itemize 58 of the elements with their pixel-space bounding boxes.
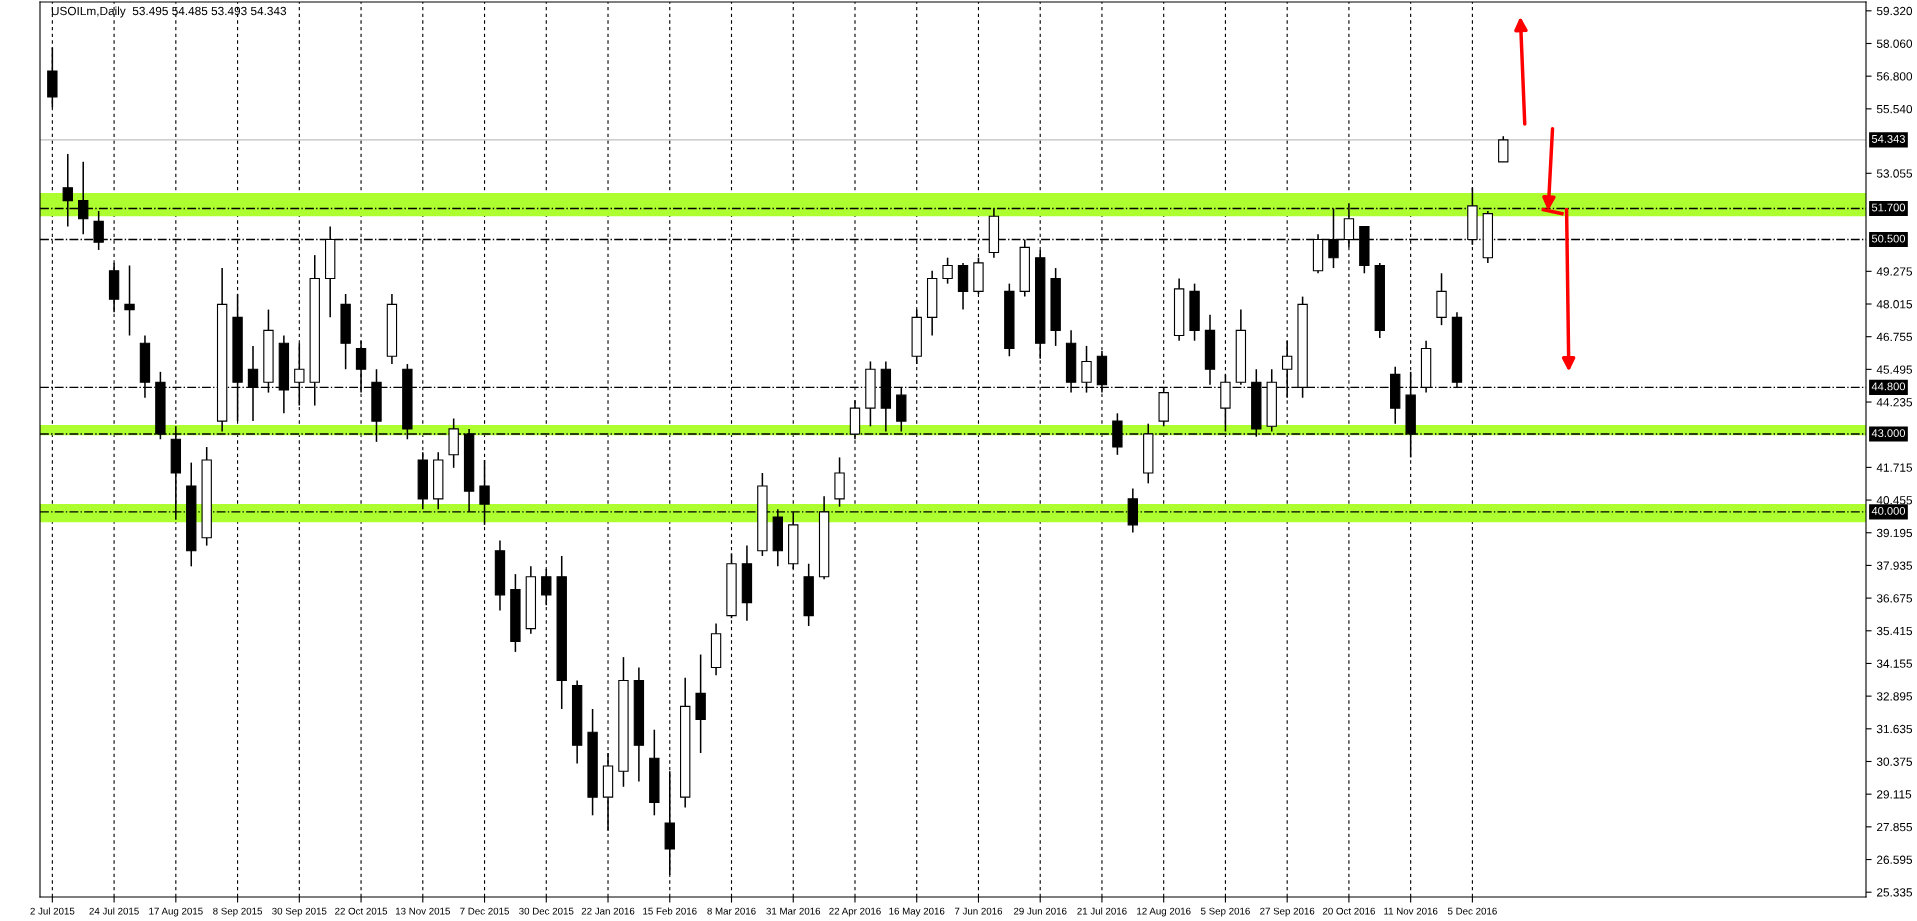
x-tick-label: 29 Jun 2016	[1013, 907, 1067, 915]
y-tick-label: 40.455	[1876, 496, 1913, 505]
x-tick-label: 30 Dec 2015	[519, 907, 574, 915]
x-tick-label: 24 Jul 2015	[89, 907, 139, 915]
x-tick-label: 30 Sep 2015	[272, 907, 327, 917]
ref-line-label: 44.800	[1871, 382, 1906, 391]
y-tick-label: 36.675	[1876, 594, 1913, 603]
candlestick	[1498, 135, 1509, 163]
y-tick-label: 26.595	[1877, 855, 1913, 864]
x-tick-label: 17 Aug 2015	[149, 907, 203, 917]
ref-line-label: 51.700	[1871, 203, 1906, 212]
x-tick-label: 21 Jul 2016	[1077, 907, 1127, 915]
x-tick-label: 20 Oct 2016	[1322, 907, 1375, 915]
x-tick-label: 22 Apr 2016	[829, 907, 881, 917]
ref-line-label: 54.343	[1871, 135, 1905, 143]
y-tick-label: 45.495	[1876, 365, 1913, 374]
y-tick-label: 58.060	[1876, 39, 1913, 48]
y-tick-label: 37.935	[1876, 561, 1913, 570]
x-tick-label: 16 May 2016	[889, 907, 945, 917]
x-tick-label: 15 Feb 2016	[643, 907, 697, 915]
chart-title: USOILm,Daily 53.495 54.485 53.493 54.343	[51, 6, 287, 18]
ref-line-label: 50.500	[1871, 234, 1906, 243]
x-tick-label: 11 Nov 2016	[1384, 907, 1438, 915]
y-tick-label: 46.755	[1876, 332, 1913, 342]
x-tick-label: 8 Mar 2016	[707, 907, 756, 915]
y-tick-label: 41.715	[1876, 463, 1913, 472]
y-tick-label: 55.540	[1876, 104, 1913, 114]
x-tick-label: 2 Jul 2015	[30, 907, 75, 915]
y-tick-label: 32.895	[1876, 692, 1913, 701]
y-tick-label: 48.015	[1876, 300, 1913, 309]
y-tick-label: 29.115	[1877, 790, 1912, 799]
x-tick-label: 5 Dec 2016	[1447, 907, 1497, 915]
y-tick-label: 56.800	[1876, 72, 1913, 81]
x-tick-label: 27 Sep 2016	[1260, 907, 1315, 917]
y-tick-label: 39.195	[1876, 528, 1913, 538]
y-tick-label: 53.055	[1876, 169, 1913, 178]
ref-line-label: 40.000	[1871, 506, 1906, 515]
y-tick-label: 34.155	[1876, 659, 1913, 668]
x-tick-label: 8 Sep 2015	[213, 907, 263, 917]
y-tick-label: 25.335	[1877, 888, 1913, 897]
y-tick-label: 27.855	[1877, 822, 1913, 832]
y-tick-label: 30.375	[1876, 757, 1913, 766]
x-tick-label: 22 Oct 2015	[335, 907, 388, 915]
x-tick-label: 7 Jun 2016	[954, 907, 1003, 915]
y-tick-label: 59.320	[1876, 6, 1913, 16]
ref-line-label: 43.000	[1871, 429, 1906, 438]
x-tick-label: 5 Sep 2016	[1200, 907, 1250, 917]
candlestick	[942, 256, 953, 285]
x-tick-label: 22 Jan 2016	[581, 907, 635, 915]
y-tick-label: 31.635	[1876, 724, 1913, 734]
x-tick-label: 31 Mar 2016	[766, 907, 821, 915]
y-tick-label: 35.415	[1876, 626, 1913, 636]
x-tick-label: 13 Nov 2015	[395, 907, 450, 915]
y-tick-label: 44.235	[1876, 398, 1913, 407]
x-tick-label: 7 Dec 2015	[460, 907, 509, 915]
x-tick-label: 12 Aug 2016	[1137, 907, 1191, 917]
candlestick	[124, 264, 135, 337]
y-tick-label: 49.275	[1876, 267, 1913, 276]
